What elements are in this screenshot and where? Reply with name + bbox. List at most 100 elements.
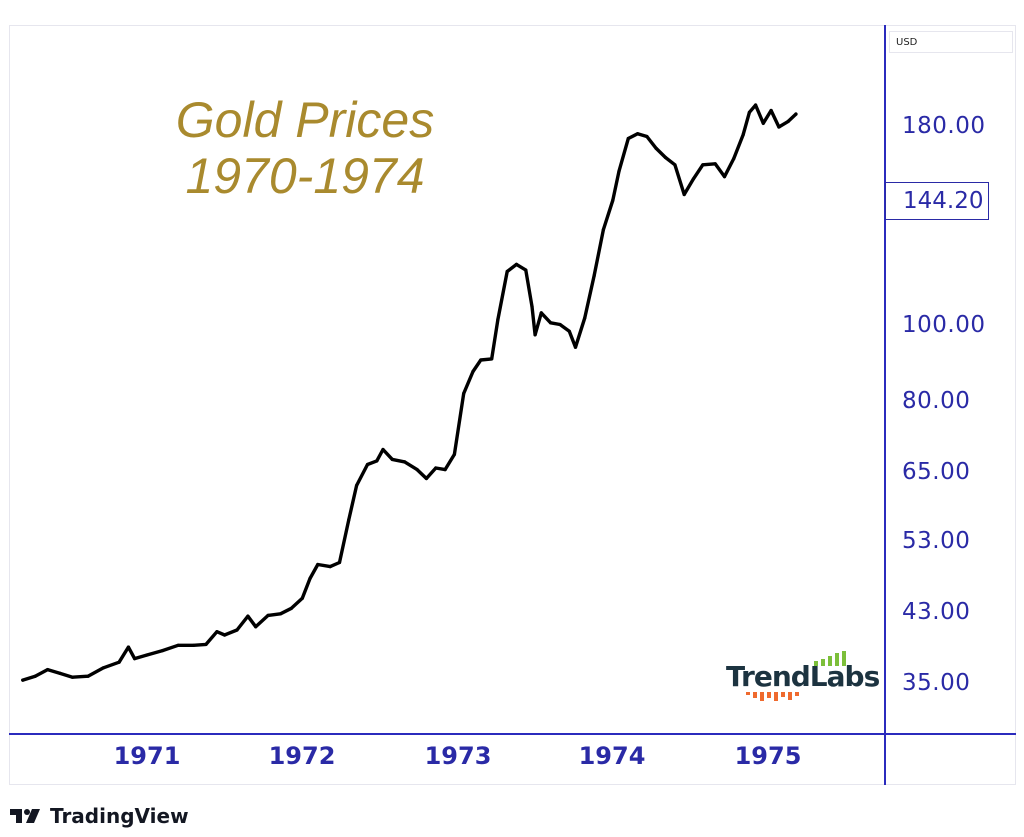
price-point	[617, 169, 621, 173]
price-point	[567, 329, 571, 333]
price-point	[235, 628, 239, 632]
price-point	[223, 633, 227, 637]
price-point	[794, 112, 798, 116]
price-point	[479, 358, 483, 362]
currency-label[interactable]: USD	[889, 31, 1013, 53]
price-point	[514, 262, 519, 266]
price-point	[126, 645, 130, 649]
y-tick-label: 35.00	[902, 670, 971, 696]
price-point	[769, 108, 773, 113]
price-point	[573, 345, 578, 349]
price-point	[761, 121, 765, 125]
price-point	[328, 565, 332, 569]
price-point	[101, 666, 106, 670]
price-point	[530, 304, 534, 309]
x-tick-label: 1974	[578, 742, 646, 770]
x-tick-label: 1971	[113, 742, 181, 770]
price-point	[160, 649, 165, 653]
x-tick-label: 1972	[268, 742, 336, 770]
price-point	[713, 162, 717, 166]
price-point	[505, 269, 509, 274]
price-point	[278, 612, 283, 616]
tradingview-brand: TradingView	[50, 804, 189, 828]
price-axis-line	[884, 25, 886, 785]
price-point	[424, 476, 428, 481]
y-tick-label: 180.00	[902, 113, 986, 139]
price-point	[58, 671, 62, 676]
price-point	[611, 198, 615, 202]
price-point	[691, 177, 696, 181]
x-tick-label: 1975	[734, 742, 802, 770]
price-point	[533, 333, 537, 337]
price-point	[375, 459, 379, 463]
price-point	[415, 468, 419, 472]
price-point	[663, 155, 668, 160]
price-point	[70, 675, 75, 679]
price-point	[443, 468, 447, 472]
price-point	[86, 674, 90, 678]
price-point	[300, 596, 304, 600]
price-point	[246, 614, 250, 618]
price-point	[452, 452, 456, 456]
price-point	[133, 657, 137, 661]
price-point	[316, 562, 320, 567]
price-point	[592, 274, 596, 278]
price-point	[289, 606, 293, 610]
price-point	[21, 678, 25, 682]
price-point	[601, 228, 606, 232]
price-point	[539, 311, 543, 315]
price-point	[355, 483, 359, 488]
price-point	[390, 457, 394, 461]
price-point	[192, 643, 196, 647]
y-tick-label: 100.00	[902, 312, 986, 338]
price-point	[204, 642, 208, 647]
price-point	[215, 630, 219, 634]
x-tick-label: 1973	[424, 742, 492, 770]
price-point	[254, 625, 258, 629]
price-point	[682, 192, 686, 197]
chart-frame	[9, 25, 1016, 785]
price-point	[636, 132, 640, 136]
price-point	[673, 163, 677, 167]
current-price-label: 144.20	[885, 182, 989, 220]
price-point	[549, 321, 553, 325]
price-point	[754, 103, 758, 107]
price-point	[496, 317, 500, 322]
price-point	[777, 125, 781, 129]
price-point	[33, 674, 37, 678]
tradingview-footer[interactable]: TradingView	[10, 804, 189, 828]
tradingview-logo-icon	[10, 809, 40, 823]
price-point	[176, 643, 180, 647]
price-point	[365, 462, 370, 467]
price-point	[558, 322, 562, 327]
price-point	[266, 613, 270, 618]
price-point	[747, 110, 752, 114]
price-point	[583, 316, 587, 320]
price-point	[347, 518, 351, 522]
price-point	[434, 466, 438, 470]
trendlabs-bars-icon	[746, 651, 846, 701]
price-point	[722, 175, 727, 179]
price-point	[786, 119, 790, 123]
time-axis-line	[9, 733, 1016, 735]
price-point	[117, 660, 121, 664]
price-point	[337, 560, 342, 565]
price-point	[741, 133, 745, 137]
chart-title: Gold Prices 1970-1974	[140, 92, 470, 204]
trendlabs-logo: TrendLabs	[722, 650, 880, 710]
price-point	[732, 156, 736, 161]
price-point	[308, 576, 312, 581]
y-tick-label: 43.00	[902, 599, 971, 625]
trendlabs-logo-text: TrendLabs	[726, 660, 880, 693]
y-tick-label: 53.00	[902, 528, 971, 554]
chart-title-line-2: 1970-1974	[185, 148, 425, 204]
price-point	[471, 369, 475, 374]
price-series-line	[21, 103, 798, 682]
price-point	[381, 447, 385, 452]
price-point	[403, 460, 407, 464]
price-point	[462, 391, 466, 396]
price-point	[626, 136, 630, 141]
price-point	[46, 668, 50, 672]
price-point	[654, 146, 658, 150]
